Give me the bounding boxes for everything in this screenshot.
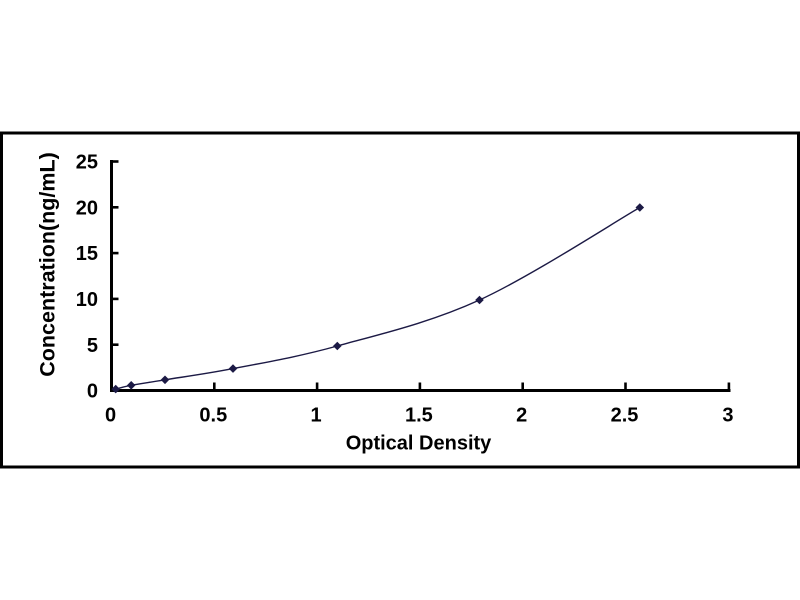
svg-text:3: 3 xyxy=(722,405,733,427)
svg-text:0.5: 0.5 xyxy=(199,405,227,427)
svg-text:0: 0 xyxy=(105,405,116,427)
svg-text:2.5: 2.5 xyxy=(611,405,639,427)
svg-text:Optical Density: Optical Density xyxy=(346,433,492,455)
svg-text:15: 15 xyxy=(76,243,98,265)
svg-text:25: 25 xyxy=(76,152,98,174)
svg-text:Concentration(ng/mL): Concentration(ng/mL) xyxy=(36,152,60,377)
svg-text:20: 20 xyxy=(76,197,98,219)
svg-text:0: 0 xyxy=(87,381,98,403)
svg-text:1: 1 xyxy=(311,405,322,427)
svg-text:10: 10 xyxy=(76,289,98,311)
svg-text:5: 5 xyxy=(87,335,98,357)
svg-text:1.5: 1.5 xyxy=(405,405,433,427)
svg-text:2: 2 xyxy=(516,405,527,427)
